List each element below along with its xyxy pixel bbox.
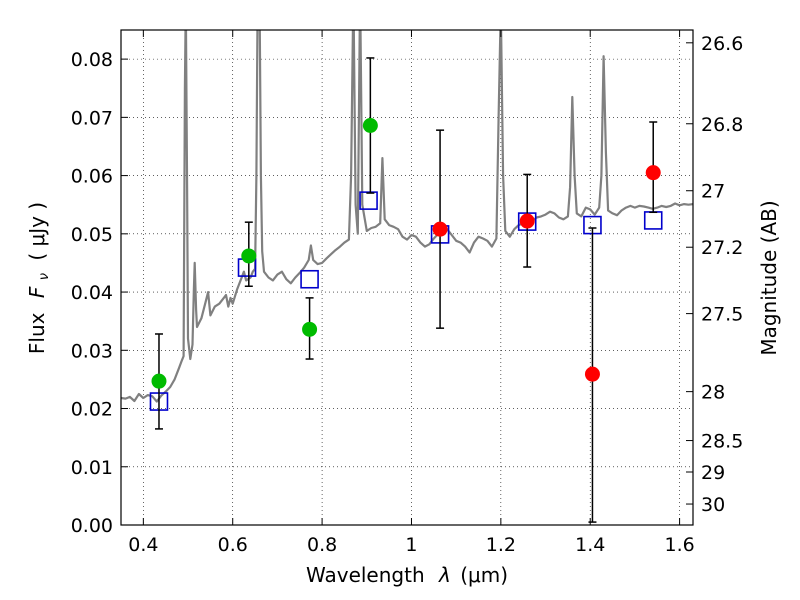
x-tick-label: 1.2	[486, 534, 516, 556]
red-point	[645, 165, 661, 181]
y2-tick-label: 26.6	[701, 33, 743, 55]
red-point	[519, 213, 535, 229]
y-axis-title: Flux F ν ( μJy )	[25, 202, 53, 354]
model-square	[359, 191, 378, 210]
y-tick-label: 0.04	[71, 282, 113, 304]
plot-area	[121, 30, 693, 525]
green-point	[362, 118, 378, 134]
y-tick-label: 0.05	[71, 224, 113, 246]
y2-tick-label: 30	[701, 494, 725, 516]
axis-ticks: 0.4 0.6 0.8 1 1.2 1.4 1.6 0.00 0.01 0.02 0.03 0.04 0…	[71, 30, 743, 556]
spectrum-layer	[121, 30, 693, 403]
y-tick-label: 0.00	[71, 515, 113, 537]
green-point	[151, 373, 167, 389]
green-point	[302, 321, 318, 337]
y2-tick-label: 28.5	[701, 431, 743, 453]
x-tick-label: 0.4	[128, 534, 158, 556]
x-tick-label: 1.6	[664, 534, 694, 556]
x-axis-title: Wavelength λ (μm)	[306, 563, 508, 587]
plot-frame	[120, 29, 694, 526]
x-tick-label: 1.4	[575, 534, 605, 556]
x-tick-label: 0.8	[307, 534, 337, 556]
red-point	[584, 366, 600, 382]
y2-tick-label: 27	[701, 181, 725, 203]
spectrum-line	[121, 30, 693, 403]
y-tick-label: 0.03	[71, 340, 113, 362]
y2-tick-label: 29	[701, 462, 725, 484]
y-tick-label: 0.07	[71, 107, 113, 129]
y-tick-label: 0.01	[71, 457, 113, 479]
point-layer	[151, 118, 661, 389]
red-point	[432, 221, 448, 237]
y2-tick-label: 27.5	[701, 304, 743, 326]
model-square	[300, 269, 319, 289]
y-tick-label: 0.06	[71, 166, 113, 188]
y-tick-label: 0.08	[71, 49, 113, 71]
x-tick-label: 0.6	[218, 534, 248, 556]
y2-tick-label: 26.8	[701, 114, 743, 136]
y2-tick-label: 27.2	[701, 237, 743, 259]
y2-tick-label: 28	[701, 382, 725, 404]
green-point	[241, 248, 257, 264]
y2-axis-title: Magnitude (AB)	[757, 200, 781, 355]
y-tick-label: 0.02	[71, 399, 113, 421]
x-tick-label: 1	[405, 534, 417, 556]
